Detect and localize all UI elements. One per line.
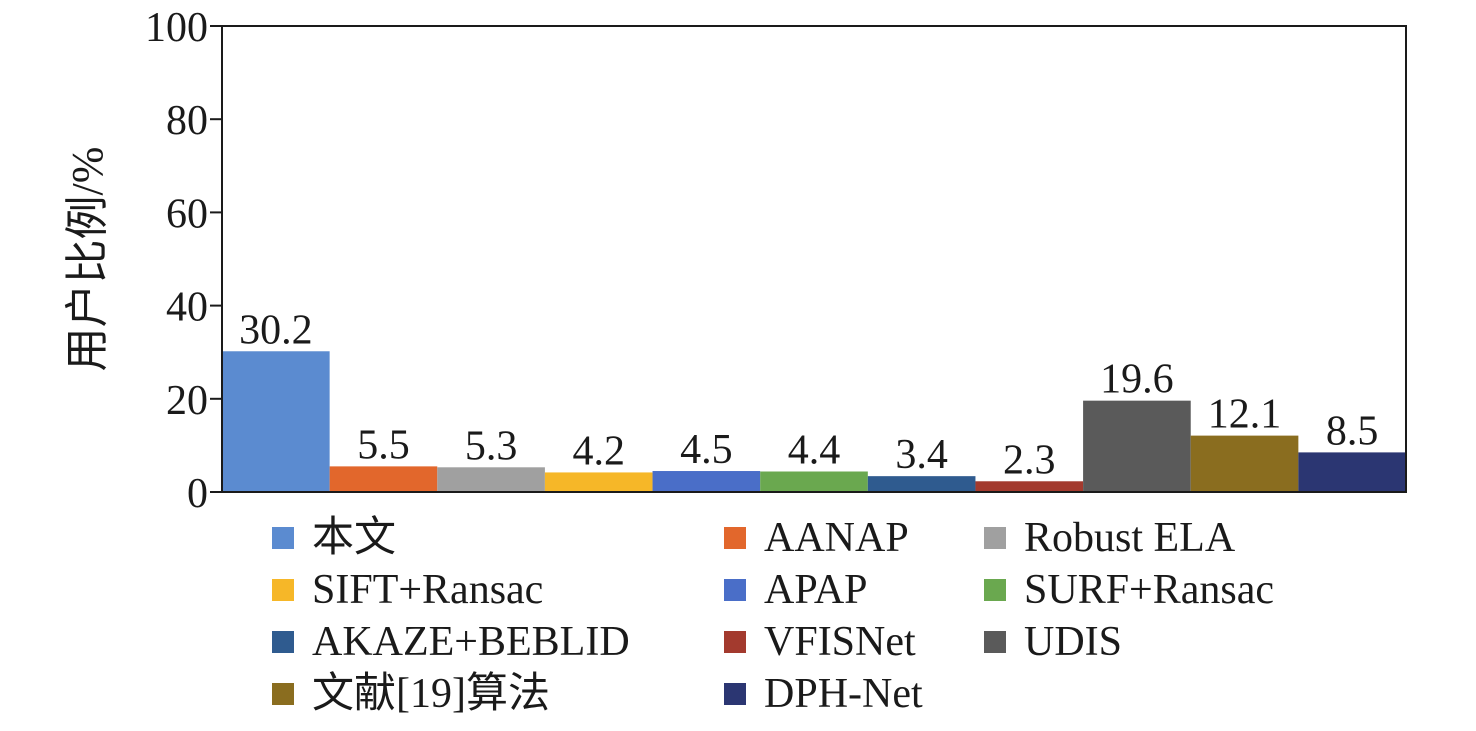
legend-label: Robust ELA: [1024, 515, 1236, 561]
chart-legend: 本文 AANAP Robust ELA SIFT+Ransac APAP SURF+Ran…: [272, 512, 1372, 727]
legend-item-10: 文献[19]算法: [272, 668, 550, 720]
data-label-11: 8.5: [1326, 408, 1379, 454]
data-label-8: 2.3: [1003, 437, 1056, 483]
legend-item-4: SIFT+Ransac: [272, 564, 543, 616]
plot-frame: [221, 25, 1407, 493]
legend-label: AANAP: [764, 515, 909, 561]
bar-6: [760, 471, 868, 492]
bar-10: [1190, 435, 1299, 492]
legend-item-9: UDIS: [984, 616, 1122, 668]
legend-swatch: [724, 579, 746, 601]
data-label-2: 5.5: [357, 422, 410, 468]
legend-item-1: 本文: [272, 512, 396, 564]
data-label-1: 30.2: [239, 307, 313, 353]
legend-item-11: DPH-Net: [724, 668, 923, 720]
legend-label: VFISNet: [764, 619, 916, 665]
legend-item-2: AANAP: [724, 512, 909, 564]
legend-label: SURF+Ransac: [1024, 567, 1275, 613]
bar-8: [975, 481, 1084, 492]
bar-9: [1083, 400, 1191, 492]
bar-7: [867, 476, 976, 492]
y-tick-label-60: 60: [166, 191, 208, 237]
legend-label: SIFT+Ransac: [312, 567, 544, 613]
legend-swatch: [272, 683, 294, 705]
legend-item-6: SURF+Ransac: [984, 564, 1274, 616]
legend-swatch: [724, 527, 746, 549]
legend-label: 本文: [312, 515, 397, 561]
data-labels-layer: 30.2 5.5 5.3 4.2 4.5 4.4 3.4 2.3 19.6 12.1 8.5: [239, 307, 1378, 483]
y-tick-label-40: 40: [166, 285, 208, 331]
data-label-3: 5.3: [465, 423, 518, 469]
y-ticks-layer: 0 20 40 60 80 100: [145, 5, 222, 512]
y-tick-label-0: 0: [187, 471, 208, 512]
legend-label: DPH-Net: [764, 671, 923, 717]
data-label-5: 4.5: [680, 427, 733, 473]
bar-5: [652, 471, 761, 492]
legend-swatch: [984, 579, 1006, 601]
data-label-4: 4.2: [572, 428, 625, 474]
bar-11: [1298, 452, 1406, 492]
bar-3: [437, 467, 545, 492]
y-tick-label-80: 80: [166, 98, 208, 144]
legend-item-8: VFISNet: [724, 616, 916, 668]
legend-swatch: [272, 579, 294, 601]
bar-4: [544, 472, 653, 492]
data-label-7: 3.4: [895, 432, 948, 478]
y-axis-label: 用户比例/%: [63, 147, 112, 372]
legend-label: APAP: [764, 567, 868, 613]
legend-item-5: APAP: [724, 564, 868, 616]
legend-swatch: [724, 631, 746, 653]
legend-label: 文献[19]算法: [312, 671, 550, 717]
legend-swatch: [272, 527, 294, 549]
data-label-9: 19.6: [1100, 357, 1174, 403]
data-label-10: 12.1: [1208, 392, 1282, 438]
legend-swatch: [984, 631, 1006, 653]
bar-chart: 0 20 40 60 80 100 30.2 5.5 5.3 4.2 4.5 4.4 3.4 2.3 19…: [63, 5, 1407, 512]
legend-swatch: [984, 527, 1006, 549]
axes-layer: [221, 25, 1407, 493]
y-tick-label-100: 100: [145, 5, 208, 51]
legend-label: UDIS: [1024, 619, 1123, 665]
data-label-6: 4.4: [788, 427, 841, 473]
legend-swatch: [724, 683, 746, 705]
bars-layer: [222, 351, 1406, 492]
legend-item-3: Robust ELA: [984, 512, 1235, 564]
y-tick-label-20: 20: [166, 378, 208, 424]
bar-2: [329, 466, 438, 492]
bar-1: [222, 351, 330, 492]
legend-label: AKAZE+BEBLID: [312, 619, 630, 665]
legend-swatch: [272, 631, 294, 653]
legend-item-7: AKAZE+BEBLID: [272, 616, 630, 668]
